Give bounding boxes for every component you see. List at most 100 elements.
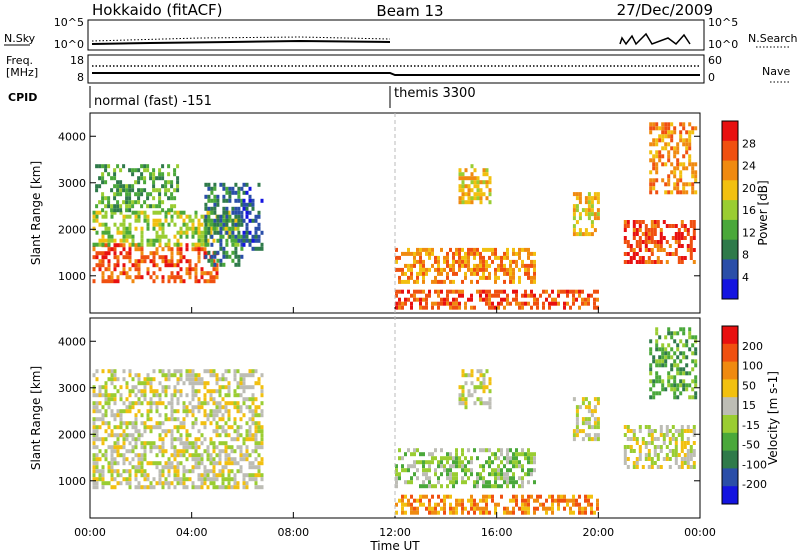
- data-cell: [656, 256, 660, 260]
- data-cell: [254, 437, 258, 442]
- data-cell: [242, 218, 246, 223]
- data-cell: [257, 441, 261, 446]
- data-cell: [521, 293, 524, 298]
- data-cell: [395, 510, 398, 515]
- data-cell: [155, 234, 159, 239]
- data-cell: [596, 200, 600, 205]
- data-cell: [452, 271, 455, 276]
- data-cell: [494, 255, 497, 260]
- data-cell: [689, 445, 693, 449]
- data-cell: [530, 293, 533, 298]
- data-cell: [251, 238, 255, 243]
- data-cell: [464, 401, 468, 406]
- data-cell: [104, 267, 108, 272]
- data-cell: [464, 468, 467, 473]
- data-cell: [542, 289, 545, 294]
- data-cell: [458, 460, 461, 465]
- data-cell: [179, 214, 183, 219]
- data-cell: [134, 214, 138, 219]
- data-cell: [521, 259, 524, 264]
- data-cell: [119, 230, 123, 235]
- data-cell: [652, 379, 656, 384]
- data-cell: [212, 481, 216, 486]
- data-cell: [673, 154, 677, 159]
- data-cell: [626, 220, 630, 224]
- data-cell: [461, 259, 464, 264]
- data-cell: [191, 421, 195, 426]
- data-cell: [194, 445, 198, 450]
- data-cell: [92, 437, 96, 442]
- data-cell: [656, 248, 660, 252]
- data-cell: [458, 305, 461, 310]
- data-cell: [237, 262, 241, 267]
- data-cell: [101, 413, 105, 418]
- data-cell: [92, 242, 96, 247]
- data-cell: [691, 126, 695, 131]
- data-cell: [587, 200, 591, 205]
- data-cell: [185, 373, 189, 378]
- data-cell: [225, 214, 229, 219]
- data-cell: [416, 460, 419, 465]
- data-cell: [134, 263, 138, 268]
- data-cell: [230, 445, 234, 450]
- data-cell: [410, 293, 413, 298]
- data-cell: [659, 449, 663, 453]
- data-cell: [251, 246, 255, 251]
- data-cell: [237, 210, 241, 215]
- data-cell: [482, 271, 485, 276]
- data-cell: [683, 224, 687, 228]
- data-cell: [188, 271, 192, 276]
- data-cell: [134, 425, 138, 430]
- data-cell: [137, 196, 141, 201]
- data-cell: [527, 452, 530, 457]
- data-cell: [647, 240, 651, 244]
- data-cell: [194, 421, 198, 426]
- data-cell: [107, 200, 111, 205]
- data-cell: [182, 445, 186, 450]
- data-cell: [455, 448, 458, 453]
- data-cell: [578, 506, 581, 511]
- data-cell: [155, 238, 159, 243]
- data-cell: [128, 188, 132, 193]
- data-cell: [557, 506, 560, 511]
- data-cell: [512, 275, 515, 280]
- data-cell: [210, 234, 214, 239]
- data-cell: [134, 267, 138, 272]
- data-cell: [509, 510, 512, 515]
- data-cell: [188, 275, 192, 280]
- nsky-tick-top: 10^5: [54, 16, 84, 29]
- data-cell: [185, 485, 189, 490]
- data-cell: [659, 228, 663, 232]
- data-cell: [584, 405, 588, 410]
- data-cell: [113, 401, 117, 406]
- data-cell: [197, 230, 201, 235]
- nsky-series-late: [619, 32, 691, 46]
- data-cell: [401, 506, 404, 511]
- data-cell: [176, 369, 180, 374]
- data-cell: [182, 425, 186, 430]
- data-cell: [143, 377, 147, 382]
- data-cell: [230, 238, 234, 243]
- data-cell: [527, 293, 530, 298]
- data-cell: [149, 204, 153, 209]
- data-cell: [682, 182, 686, 187]
- data-cell: [650, 240, 654, 244]
- data-cell: [245, 182, 249, 187]
- data-cell: [197, 453, 201, 458]
- data-cell: [164, 184, 168, 189]
- data-cell: [122, 461, 126, 466]
- data-cell: [140, 401, 144, 406]
- data-cell: [437, 494, 440, 499]
- data-cell: [254, 429, 258, 434]
- data-cell: [204, 226, 208, 231]
- data-cell: [512, 452, 515, 457]
- data-cell: [554, 301, 557, 306]
- data-cell: [113, 243, 117, 248]
- data-cell: [434, 472, 437, 477]
- data-cell: [551, 297, 554, 302]
- data-cell: [419, 263, 422, 268]
- data-cell: [419, 305, 422, 310]
- data-cell: [152, 251, 156, 256]
- data-cell: [113, 172, 117, 177]
- data-cell: [210, 210, 214, 215]
